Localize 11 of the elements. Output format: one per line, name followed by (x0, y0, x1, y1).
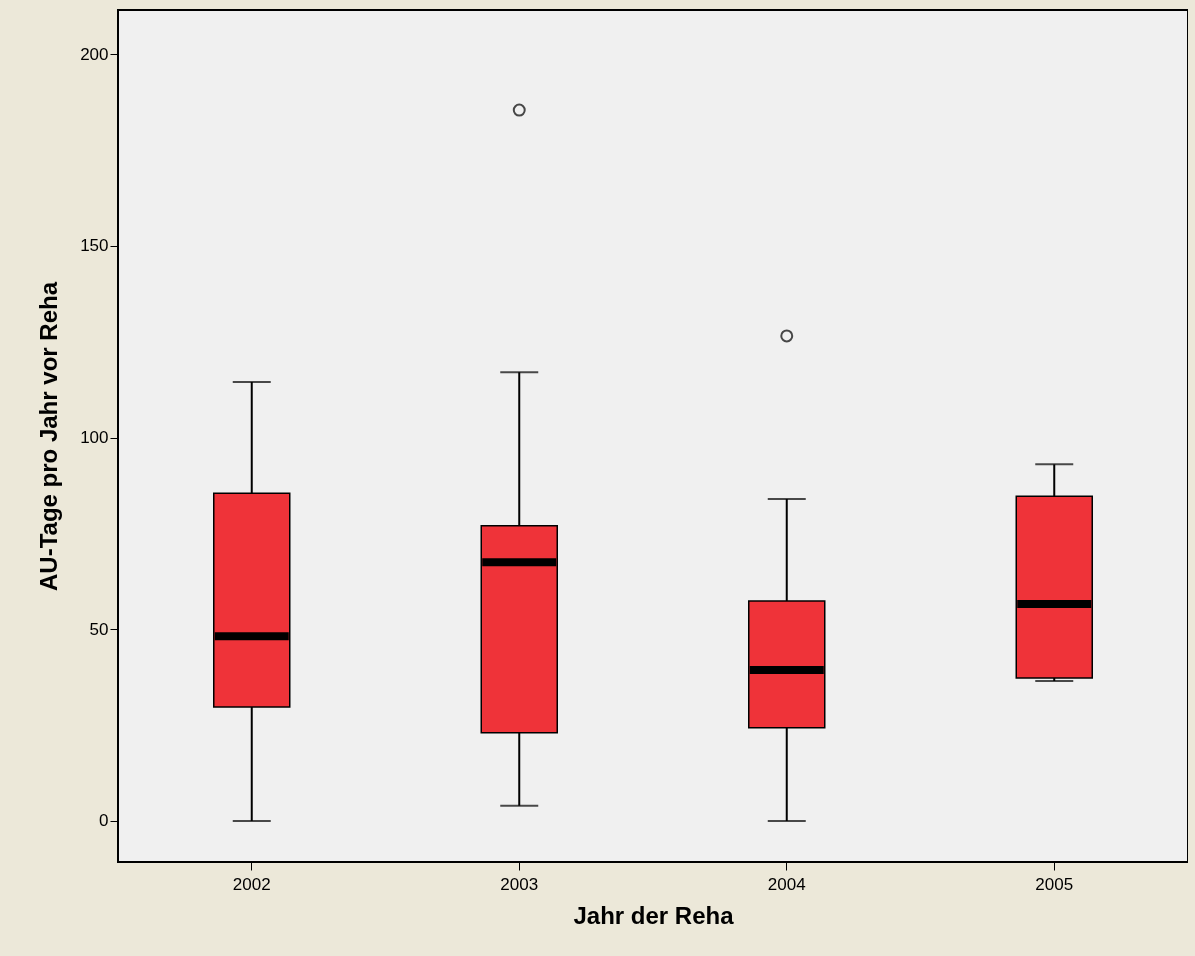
x-tick-label: 2002 (232, 874, 271, 894)
y-tick-label: 200 (80, 44, 109, 64)
x-tick-label: 2004 (767, 874, 806, 894)
y-axis-title: AU-Tage pro Jahr vor Reha (35, 281, 63, 591)
y-tick-label: 50 (89, 619, 109, 639)
y-tick-label: 150 (80, 236, 109, 256)
x-axis-title: Jahr der Reha (573, 901, 735, 929)
x-tick-label: 2005 (1035, 874, 1074, 894)
y-tick-label: 0 (99, 811, 109, 831)
x-tick-label: 2003 (500, 874, 539, 894)
y-tick-label: 100 (80, 428, 109, 448)
